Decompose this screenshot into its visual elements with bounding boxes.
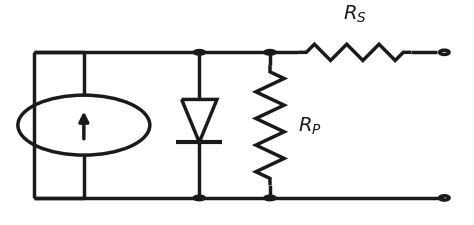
Circle shape (264, 195, 276, 201)
Circle shape (264, 50, 276, 56)
Polygon shape (182, 100, 217, 143)
Text: $R_S$: $R_S$ (343, 4, 367, 25)
Circle shape (193, 50, 205, 56)
Text: $R_P$: $R_P$ (298, 115, 322, 136)
Circle shape (193, 195, 205, 201)
